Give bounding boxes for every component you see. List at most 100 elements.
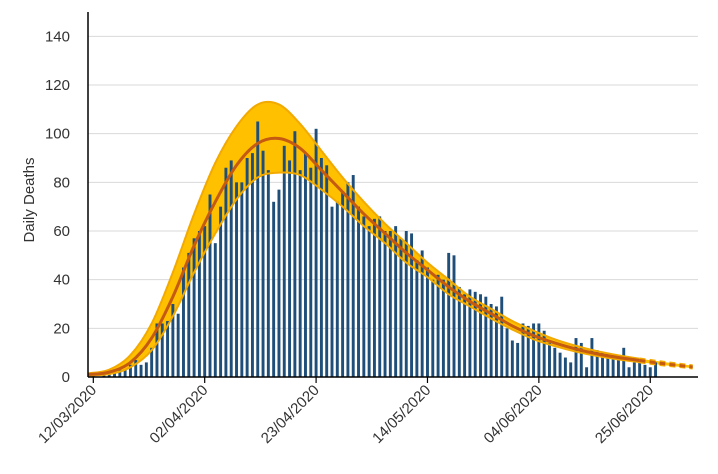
bar [494,306,498,377]
bar [144,362,148,377]
bar [123,369,127,377]
bar [548,342,551,377]
bar [505,328,509,377]
bar [537,323,541,377]
bar [648,367,652,377]
bar [314,128,318,377]
bar [526,325,530,377]
bar [250,153,254,377]
bar [420,250,424,377]
bar [341,192,345,377]
y-tick-label: 20 [53,320,70,337]
bar [304,153,307,377]
bar [245,158,249,377]
bar [113,372,116,377]
bar [654,362,658,377]
bar [139,364,143,377]
bar [378,216,382,377]
bar [426,267,429,377]
bar [606,352,610,377]
bar [447,252,451,377]
bar [638,362,642,377]
bar [213,243,217,377]
bar [319,158,323,377]
bar [176,313,180,377]
bar [346,182,350,377]
fitted-curve [87,100,693,377]
bar [436,274,440,377]
bar [457,286,461,377]
bar [468,289,472,377]
bar [197,231,201,377]
bar [107,374,111,377]
x-tick-labels: 12/03/2020 02/04/2020 23/04/2020 14/05/2020… [35,382,657,447]
bar [309,167,313,377]
fit-projection [639,358,693,369]
bar [558,352,562,377]
bar [367,226,371,377]
bar [627,367,631,377]
bar [574,338,578,377]
bar [404,231,408,377]
bar [516,342,520,377]
bar [134,359,138,377]
band-upper-projection [639,357,693,367]
bar [616,359,620,377]
fit-line [87,136,640,377]
bar [473,291,477,377]
x-tick-label: 12/03/2020 [35,382,100,447]
bar [563,357,567,377]
bar [590,338,594,377]
y-tick-label: 0 [62,369,70,386]
bar [335,201,339,377]
x-tick-label: 23/04/2020 [258,382,323,447]
x-tick-label: 04/06/2020 [481,382,546,447]
bar [479,294,482,377]
axes [87,12,698,383]
bar [532,323,536,377]
bar [150,347,154,377]
bar [325,165,329,377]
bar [394,226,398,377]
bar [272,201,276,377]
bar [229,160,233,377]
bar [282,145,286,377]
y-tick-label: 40 [53,272,70,289]
bar [362,216,366,377]
bar [219,206,223,377]
bar [224,167,228,377]
y-tick-label: 120 [45,77,70,94]
bar [118,369,122,377]
bar [484,296,488,377]
bar [399,238,403,377]
bar [611,355,615,377]
bar [261,150,265,377]
y-tick-label: 60 [53,223,70,240]
bar [187,252,191,377]
bar [160,323,164,377]
bar [155,323,159,377]
bar [585,367,589,377]
bar [171,304,175,377]
bar [128,364,132,377]
bar [388,231,392,377]
bar [500,296,504,377]
bar [595,350,599,377]
bar [235,182,238,377]
bar [357,206,360,377]
bar [240,182,244,377]
x-tick-label: 14/05/2020 [369,382,434,447]
band-upper-edge [87,100,640,375]
bar [410,233,414,377]
bar [632,362,636,377]
bar [452,255,456,377]
bar [510,340,514,377]
bar [415,260,419,377]
bar [351,175,355,377]
bar [569,362,573,377]
y-tick-label: 100 [45,126,70,143]
x-tick-label: 25/06/2020 [592,382,657,447]
bar [542,330,546,377]
y-tick-label: 140 [45,28,70,45]
